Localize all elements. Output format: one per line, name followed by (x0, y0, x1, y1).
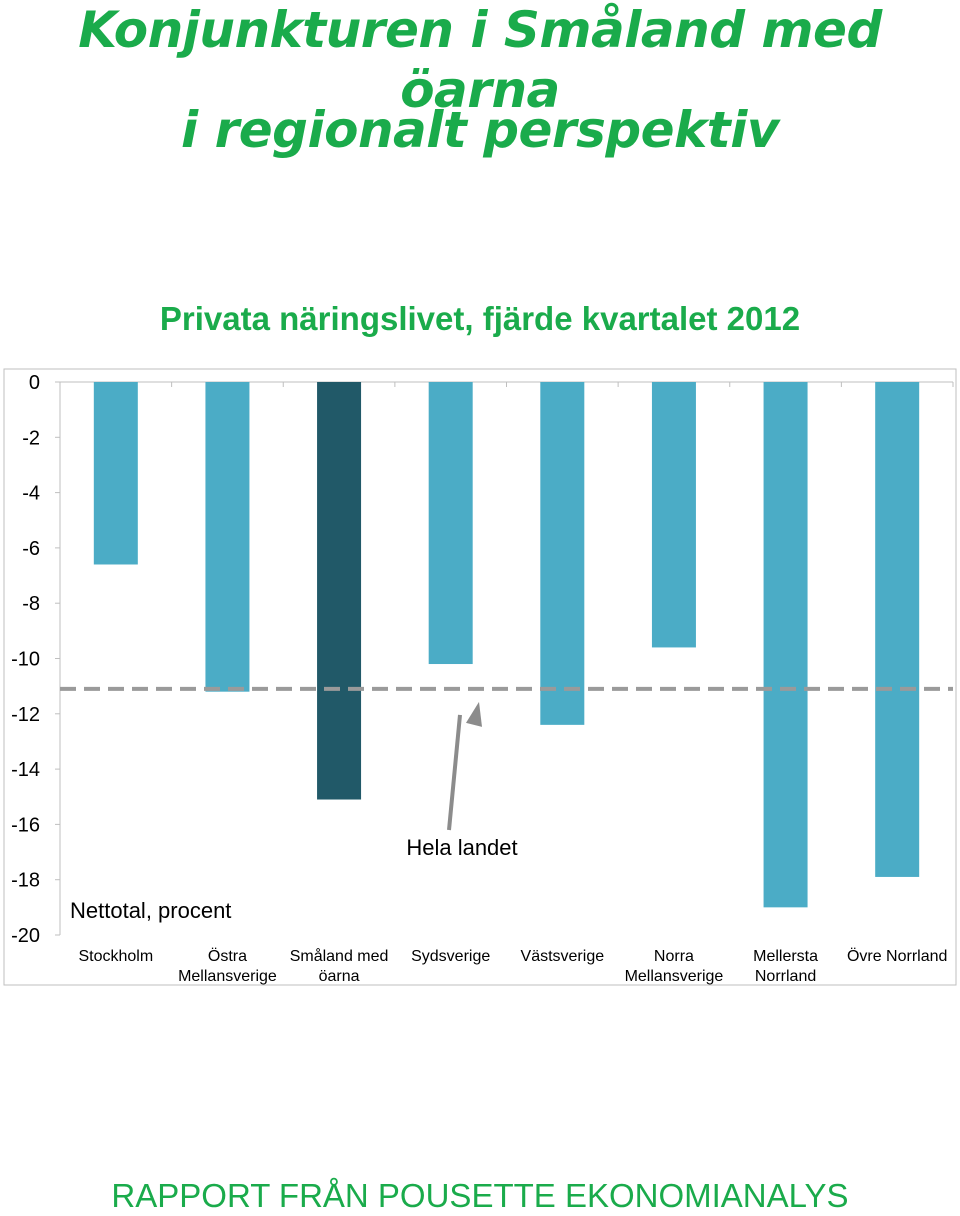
bar (93, 382, 138, 565)
chart-frame (3, 368, 957, 986)
reference-line-group: Hela landet (60, 686, 953, 860)
reference-arrow-head (466, 701, 482, 727)
y-tick-label: -10 (11, 649, 40, 671)
bar (317, 382, 362, 800)
category-label: Norra Mellansverige (625, 948, 724, 985)
y-tick-label: -12 (11, 704, 40, 726)
reference-line-label: Hela landet (406, 835, 517, 860)
report-title-line2: i regionalt perspektiv (181, 101, 779, 159)
report-footer: RAPPORT FRÅN POUSETTE EKONOMIANALYS (111, 1177, 849, 1214)
report-title-line1: Konjunkturen i Småland med öarna (78, 1, 882, 119)
y-axis: 0 -2 -4 -6 -8 -10 -12 -14 -16 -18 -20 (11, 372, 61, 947)
bar (540, 382, 585, 725)
category-label: Mellersta Norrland (753, 948, 818, 985)
category-label: Stockholm (78, 948, 153, 965)
bar (875, 382, 920, 877)
category-label: Östra Mellansverige (178, 947, 277, 985)
reference-arrow (447, 714, 462, 831)
bar (651, 382, 696, 648)
bar (763, 382, 808, 908)
category-label: Småland med öarna (290, 947, 389, 985)
category-label: Övre Norrland (847, 947, 947, 965)
y-tick-label: -8 (22, 593, 40, 615)
bar (428, 382, 473, 665)
y-tick-label: 0 (29, 372, 40, 394)
bar-chart: 0-2-4-6-8-10-12-14-16-18-20 Hela landet … (3, 368, 957, 986)
y-tick-label: -16 (11, 814, 40, 836)
category-labels: Stockholm Östra Mellansverige Småland med öa… (78, 947, 947, 985)
category-label: Västsverige (521, 948, 605, 965)
chart-subtitle: Privata näringslivet, fjärde kvartalet 2… (159, 300, 801, 337)
y-tick-label: -18 (11, 870, 40, 892)
bar-series (93, 382, 920, 908)
y-tick-label: -20 (11, 925, 40, 947)
y-tick-label: -14 (11, 759, 40, 781)
y-tick-label: -6 (22, 538, 40, 560)
category-label: Sydsverige (411, 948, 490, 965)
y-axis-label: Nettotal, procent (70, 898, 231, 923)
y-tick-label: -2 (22, 427, 40, 449)
y-tick-label: -4 (22, 483, 40, 505)
bar (205, 382, 250, 692)
